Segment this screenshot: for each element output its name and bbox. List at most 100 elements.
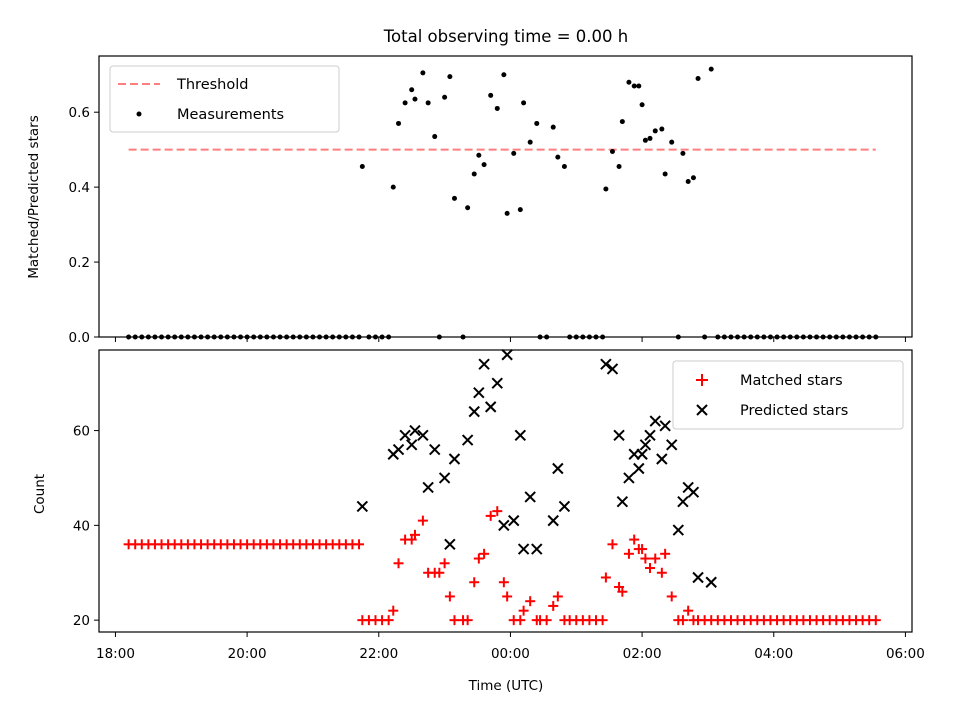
legend-predicted-swatch (696, 404, 708, 416)
matched-star-point (617, 586, 628, 597)
matched-star-point (473, 553, 484, 564)
measurement-point (412, 96, 418, 102)
predicted-star-point (687, 486, 700, 498)
matched-star-point (492, 506, 503, 517)
predicted-star-point (600, 358, 612, 370)
legend-measurements-swatch (136, 111, 142, 117)
measurement-point (642, 137, 648, 143)
top-y-tick-label-1: 0.2 (69, 255, 90, 271)
measurement-point (550, 124, 556, 130)
matched-star-point (469, 577, 480, 588)
predicted-star-point (558, 500, 571, 513)
measurement-point (631, 83, 637, 89)
measurement-point (527, 139, 533, 145)
x-tick-label-5: 04:00 (754, 646, 793, 662)
top-y-ticks: 0.0 0.2 0.4 0.6 (69, 105, 99, 346)
measurement-point (708, 66, 714, 72)
matched-star-point (629, 534, 640, 545)
matched-star-point (479, 548, 490, 559)
matched-star-point (607, 539, 618, 550)
matched-star-point (666, 591, 677, 602)
measurement-point (390, 184, 396, 190)
top-y-tick-label-3: 0.6 (69, 105, 90, 121)
legend-matched-swatch (696, 374, 708, 386)
bottom-y-tick-label-0: 20 (73, 613, 90, 629)
bottom-y-tick-label-1: 40 (73, 518, 90, 534)
matched-star-point (502, 591, 513, 602)
predicted-star-point (444, 538, 456, 551)
predicted-star-point (649, 415, 661, 427)
predicted-star-point (468, 405, 480, 418)
matched-star-point (485, 510, 496, 521)
matched-star-point (498, 577, 509, 588)
measurement-point (451, 195, 457, 201)
matched-star-point (388, 605, 399, 616)
predicted-star-point (517, 543, 530, 555)
matched-star-point (677, 615, 688, 626)
predicted-star-point (639, 439, 652, 451)
measurement-point (471, 171, 477, 177)
measurement-point (432, 134, 438, 140)
measurement-point (511, 150, 517, 156)
bottom-y-ticks: 20 40 60 (73, 424, 99, 629)
predicted-star-point (438, 472, 451, 484)
predicted-star-point (448, 453, 461, 465)
measurement-point (685, 179, 691, 185)
predicted-star-point (644, 429, 656, 442)
measurement-point (561, 164, 567, 170)
measurement-point (636, 83, 642, 89)
predicted-star-point (692, 571, 704, 584)
top-plot-frame (98, 55, 913, 338)
predicted-star-point (399, 429, 411, 442)
measurement-point (494, 105, 500, 111)
measurement-point (639, 102, 645, 108)
matched-star-point (548, 600, 559, 611)
measurement-point (619, 119, 625, 125)
predicted-star-point (606, 363, 619, 375)
matched-star-point (409, 529, 420, 540)
predicted-star-point (633, 462, 645, 475)
matched-star-point (393, 558, 404, 569)
chart-title: Total observing time = 0.00 h (383, 27, 628, 46)
measurement-point (659, 126, 665, 132)
top-legend: Threshold Measurements (109, 65, 340, 133)
predicted-star-point (508, 514, 520, 527)
matched-star-point (640, 553, 651, 564)
top-y-tick-label-0: 0.0 (69, 330, 90, 346)
matched-star-point (354, 539, 365, 550)
measurement-point (695, 75, 701, 81)
bottom-subplot: 20 40 60 18:00 20:00 22:00 00:00 02:00 04:00 06:… (32, 349, 925, 694)
measurement-point (609, 149, 615, 155)
legend-predicted-label: Predicted stars (740, 403, 848, 419)
matched-star-point (870, 615, 881, 626)
predicted-star-point (623, 472, 635, 484)
predicted-star-point (422, 481, 434, 494)
matched-star-point (660, 548, 671, 559)
predicted-star-point (552, 462, 564, 475)
predicted-star-point (498, 519, 510, 532)
matched-star-point (541, 615, 552, 626)
measurement-point (409, 87, 415, 93)
predicted-star-point (484, 401, 497, 413)
matched-star-point (650, 553, 661, 564)
predicted-star-point (659, 420, 671, 432)
top-y-axis-label: Matched/Predicted stars (26, 115, 42, 278)
matched-star-point (552, 591, 563, 602)
legend-measurements-label: Measurements (177, 107, 284, 123)
predicted-star-point (461, 434, 474, 446)
measurement-point (420, 70, 426, 76)
predicted-star-point (405, 439, 418, 451)
matched-star-point (600, 572, 611, 583)
measurement-point (465, 205, 471, 211)
measurement-point (662, 171, 668, 177)
predicted-star-point (656, 453, 668, 465)
bottom-x-ticks: 18:00 20:00 22:00 00:00 02:00 04:00 06:00 (96, 632, 925, 662)
matched-star-point (644, 563, 655, 574)
predicted-star-point (705, 576, 717, 588)
bottom-plot-frame (98, 349, 913, 633)
measurement-point (652, 128, 658, 134)
matched-star-point (637, 544, 648, 555)
measurement-point (488, 92, 494, 98)
measurement-point (402, 100, 408, 106)
matched-star-point (439, 558, 450, 569)
